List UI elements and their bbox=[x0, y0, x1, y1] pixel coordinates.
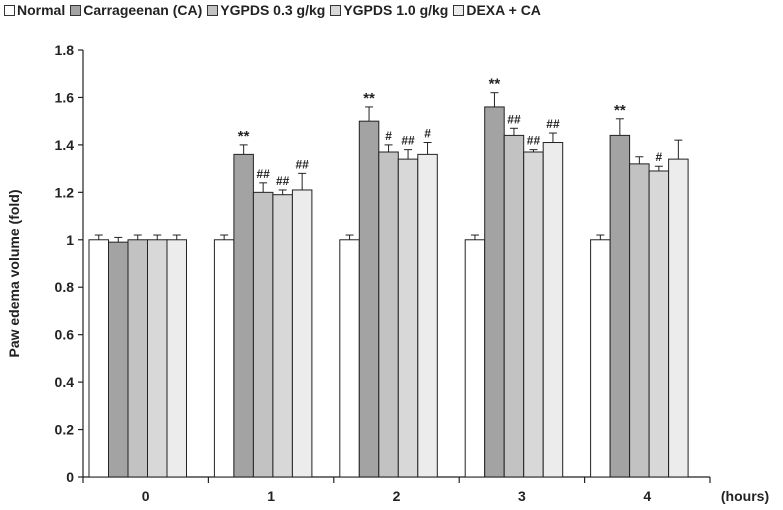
bar-s3-c4 bbox=[648, 170, 670, 478]
y-tick-label-9: 1.8 bbox=[55, 42, 75, 58]
annotation-s4-c2: # bbox=[424, 127, 431, 141]
bar-s3-c0 bbox=[147, 239, 168, 478]
legend-swatch-0 bbox=[4, 4, 15, 16]
legend-item-1: Carrageenan (CA) bbox=[70, 2, 202, 18]
annotation-s2-c3: ## bbox=[507, 112, 521, 126]
y-tick-label-8: 1.6 bbox=[55, 89, 75, 105]
annotation-s4-c3: ## bbox=[546, 117, 560, 131]
annotation-s1-c3: ** bbox=[489, 76, 501, 93]
legend-item-0: Normal bbox=[4, 2, 65, 18]
bar-s3-c2 bbox=[397, 158, 419, 478]
y-tick-label-0: 0 bbox=[66, 469, 74, 485]
bar-s2-c3 bbox=[503, 134, 525, 478]
bar-s0-c1 bbox=[213, 239, 235, 478]
legend-label-1: Carrageenan (CA) bbox=[83, 2, 203, 18]
annotation-s3-c2: ## bbox=[401, 134, 415, 148]
x-category-label-1: 1 bbox=[267, 488, 275, 504]
bar-s0-c4 bbox=[590, 239, 611, 478]
annotation-s1-c2: ** bbox=[363, 90, 375, 107]
bar-s1-c4 bbox=[609, 134, 631, 478]
bar-s2-c1 bbox=[252, 191, 274, 478]
y-tick-label-1: 0.2 bbox=[55, 422, 75, 438]
bar-s0-c3 bbox=[464, 239, 486, 478]
annotation-s3-c3: ## bbox=[527, 134, 541, 148]
legend-swatch-1 bbox=[70, 4, 82, 16]
legend-label-3: YGPDS 1.0 g/kg bbox=[343, 2, 449, 18]
y-tick-label-2: 0.4 bbox=[55, 374, 75, 390]
bar-s1-c0 bbox=[108, 241, 129, 478]
annotation-s1-c4: ** bbox=[614, 102, 626, 119]
chart-legend: Normal Carrageenan (CA) YGPDS 0.3 g/kg YGPD… bbox=[4, 0, 546, 20]
y-tick-label-6: 1.2 bbox=[55, 184, 75, 200]
y-axis-title: Paw edema volume (fold) bbox=[6, 189, 22, 357]
bar-s4-c1 bbox=[291, 189, 313, 478]
bar-s1-c2 bbox=[358, 120, 380, 478]
legend-item-3: YGPDS 1.0 g/kg bbox=[330, 2, 448, 18]
bar-s0-c0 bbox=[88, 239, 109, 478]
annotation-s3-c1: ## bbox=[276, 174, 290, 188]
y-tick-label-4: 0.8 bbox=[55, 279, 75, 295]
bar-s1-c1 bbox=[233, 153, 254, 478]
x-category-label-4: 4 bbox=[643, 488, 651, 504]
annotation-s3-c4: # bbox=[656, 150, 663, 164]
legend-label-2: YGPDS 0.3 g/kg bbox=[220, 2, 326, 18]
bar-s3-c1 bbox=[272, 194, 293, 478]
legend-swatch-3 bbox=[330, 4, 342, 16]
annotation-s4-c1: ## bbox=[295, 157, 309, 171]
annotation-s2-c2: # bbox=[385, 129, 392, 143]
y-tick-label-3: 0.6 bbox=[55, 327, 75, 343]
bar-s2-c4 bbox=[629, 163, 650, 478]
bar-s3-c3 bbox=[523, 151, 544, 478]
legend-swatch-4 bbox=[453, 4, 465, 16]
annotation-s1-c1: ** bbox=[238, 128, 250, 145]
bar-s1-c3 bbox=[484, 106, 505, 478]
x-axis-title: (hours) bbox=[721, 488, 769, 504]
bar-s0-c2 bbox=[339, 239, 360, 478]
annotation-s2-c1: ## bbox=[256, 167, 270, 181]
y-tick-label-5: 1 bbox=[66, 232, 74, 248]
bar-s4-c2 bbox=[417, 153, 438, 478]
bar-s2-c2 bbox=[378, 151, 399, 478]
bar-s4-c0 bbox=[166, 239, 187, 478]
bar-s4-c4 bbox=[668, 158, 689, 478]
legend-label-4: DEXA + CA bbox=[466, 2, 541, 18]
legend-swatch-2 bbox=[207, 4, 219, 16]
x-category-label-3: 3 bbox=[518, 488, 526, 504]
y-tick-label-7: 1.4 bbox=[55, 137, 75, 153]
legend-item-4: DEXA + CA bbox=[453, 2, 541, 18]
legend-label-0: Normal bbox=[17, 2, 66, 18]
bar-s4-c3 bbox=[542, 142, 564, 478]
x-category-label-2: 2 bbox=[393, 488, 401, 504]
legend-item-2: YGPDS 0.3 g/kg bbox=[207, 2, 325, 18]
bar-s2-c0 bbox=[127, 239, 148, 478]
x-category-label-0: 0 bbox=[142, 488, 150, 504]
